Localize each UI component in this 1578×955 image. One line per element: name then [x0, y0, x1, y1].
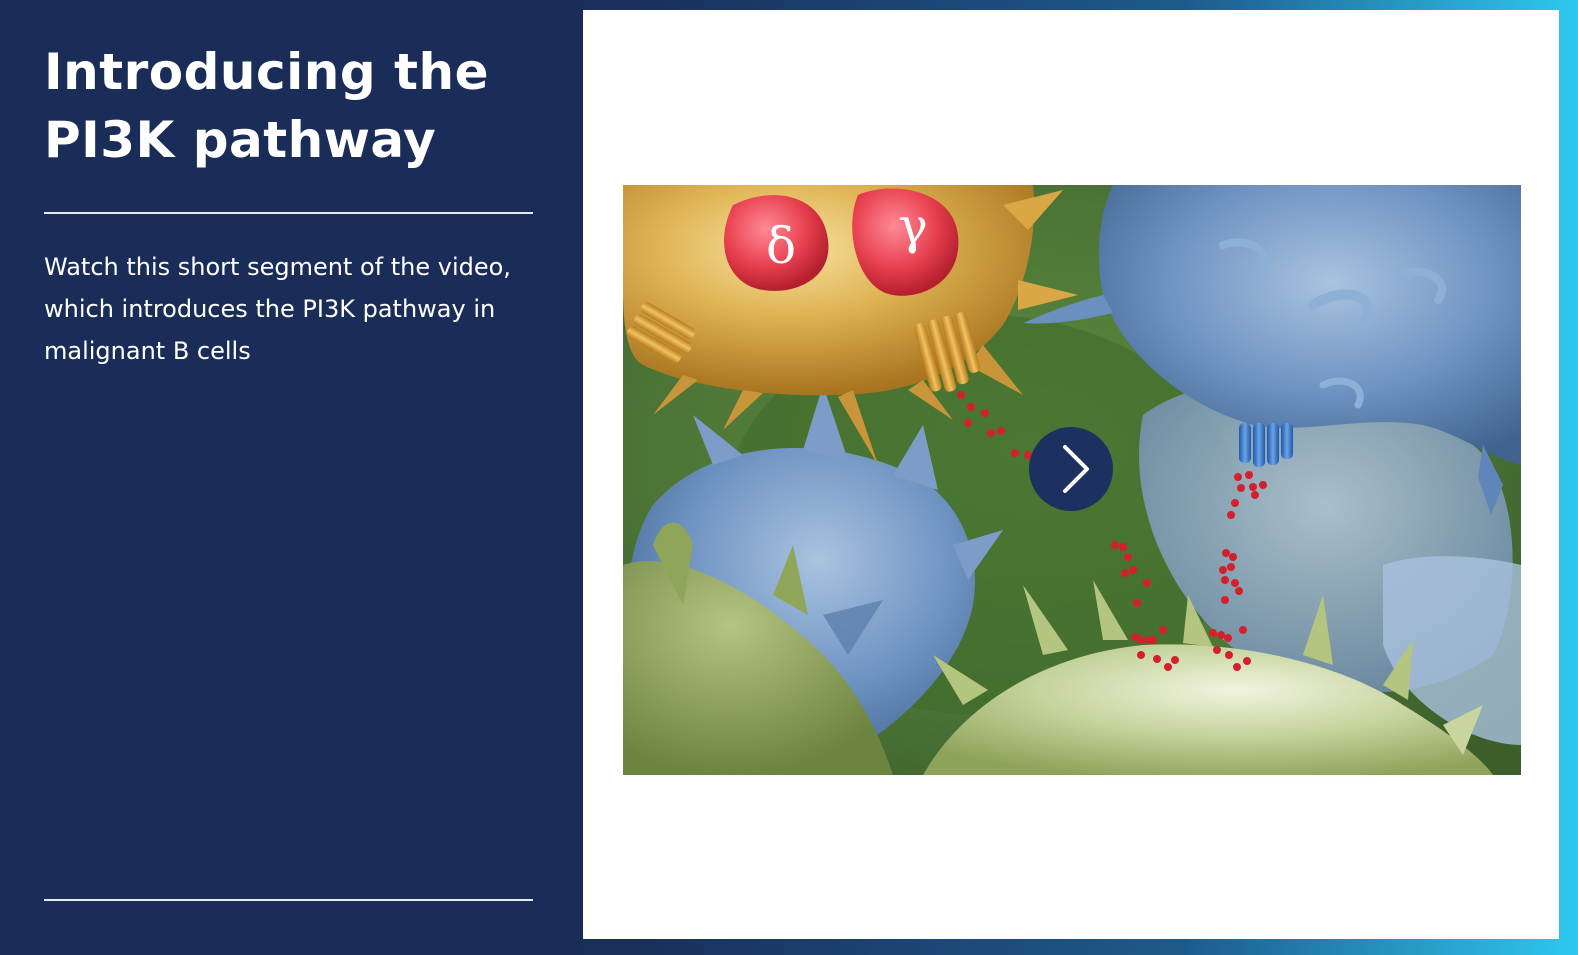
delta-label: δ: [766, 217, 796, 275]
chevron-right-icon: [1063, 445, 1089, 493]
content-panel: δ γ: [583, 10, 1559, 939]
title-line-2: PI3K pathway: [44, 111, 437, 169]
top-divider: [44, 212, 533, 214]
title-line-1: Introducing the: [44, 43, 489, 101]
gamma-label: γ: [898, 197, 928, 255]
page-title: Introducing the PI3K pathway: [44, 38, 544, 174]
video-description: Watch this short segment of the video, w…: [44, 253, 511, 365]
play-button[interactable]: [1029, 427, 1113, 511]
bottom-divider: [44, 899, 533, 901]
intro-sidebar: Introducing the PI3K pathway Watch this …: [0, 0, 583, 955]
video-thumbnail[interactable]: δ γ: [623, 185, 1521, 775]
signal-particles: [957, 391, 1267, 671]
